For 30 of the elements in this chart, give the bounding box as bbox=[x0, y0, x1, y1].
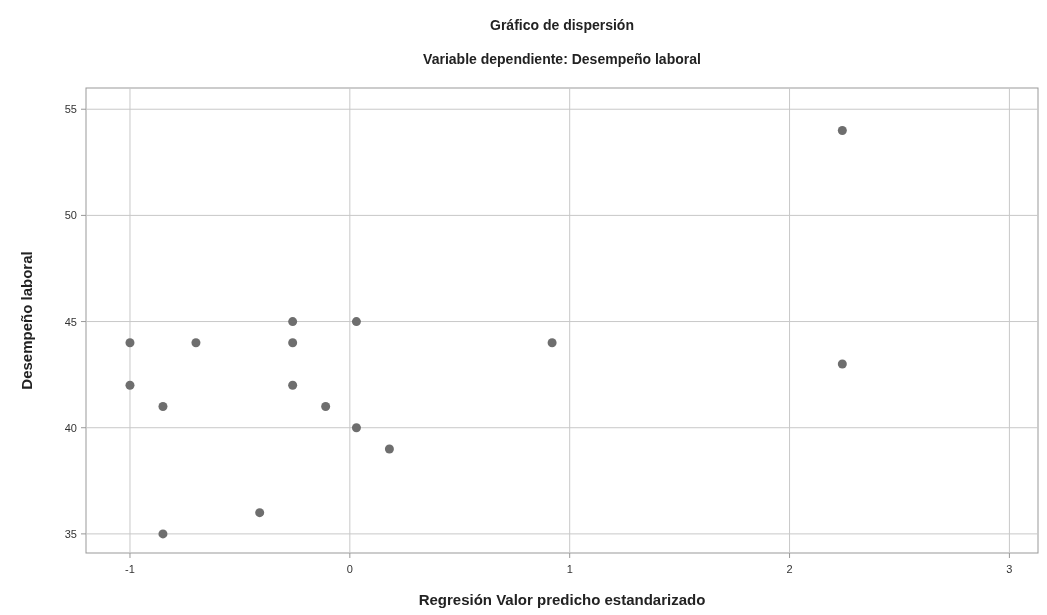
x-tick-label: 0 bbox=[346, 563, 353, 575]
x-tick-label: 3 bbox=[1006, 563, 1013, 575]
point bbox=[321, 401, 331, 411]
point bbox=[158, 529, 168, 539]
x-tick-label: 1 bbox=[566, 563, 573, 575]
y-tick-label: 55 bbox=[64, 103, 77, 116]
point bbox=[351, 423, 361, 433]
x-tick-label: -1 bbox=[125, 563, 135, 575]
point bbox=[255, 508, 265, 518]
x-tick-label: 2 bbox=[786, 563, 793, 575]
point bbox=[837, 125, 847, 135]
y-tick-label: 45 bbox=[64, 315, 77, 328]
point bbox=[125, 338, 135, 348]
point bbox=[837, 359, 847, 369]
point bbox=[158, 401, 168, 411]
x-axis-title: Regresión Valor predicho estandarizado bbox=[418, 591, 706, 608]
y-tick-label: 50 bbox=[64, 209, 77, 222]
point bbox=[288, 317, 298, 327]
point bbox=[191, 338, 201, 348]
y-tick-label: 35 bbox=[64, 527, 77, 540]
y-tick-label: 40 bbox=[64, 421, 77, 434]
point bbox=[547, 338, 557, 348]
point bbox=[288, 338, 298, 348]
point bbox=[288, 380, 298, 390]
chart-title: Gráfico de dispersión bbox=[490, 17, 634, 33]
y-axis-title: Desempeño laboral bbox=[18, 251, 35, 390]
point bbox=[351, 317, 361, 327]
point bbox=[125, 380, 135, 390]
chart-subtitle: Variable dependiente: Desempeño laboral bbox=[423, 51, 701, 67]
point bbox=[384, 444, 394, 454]
